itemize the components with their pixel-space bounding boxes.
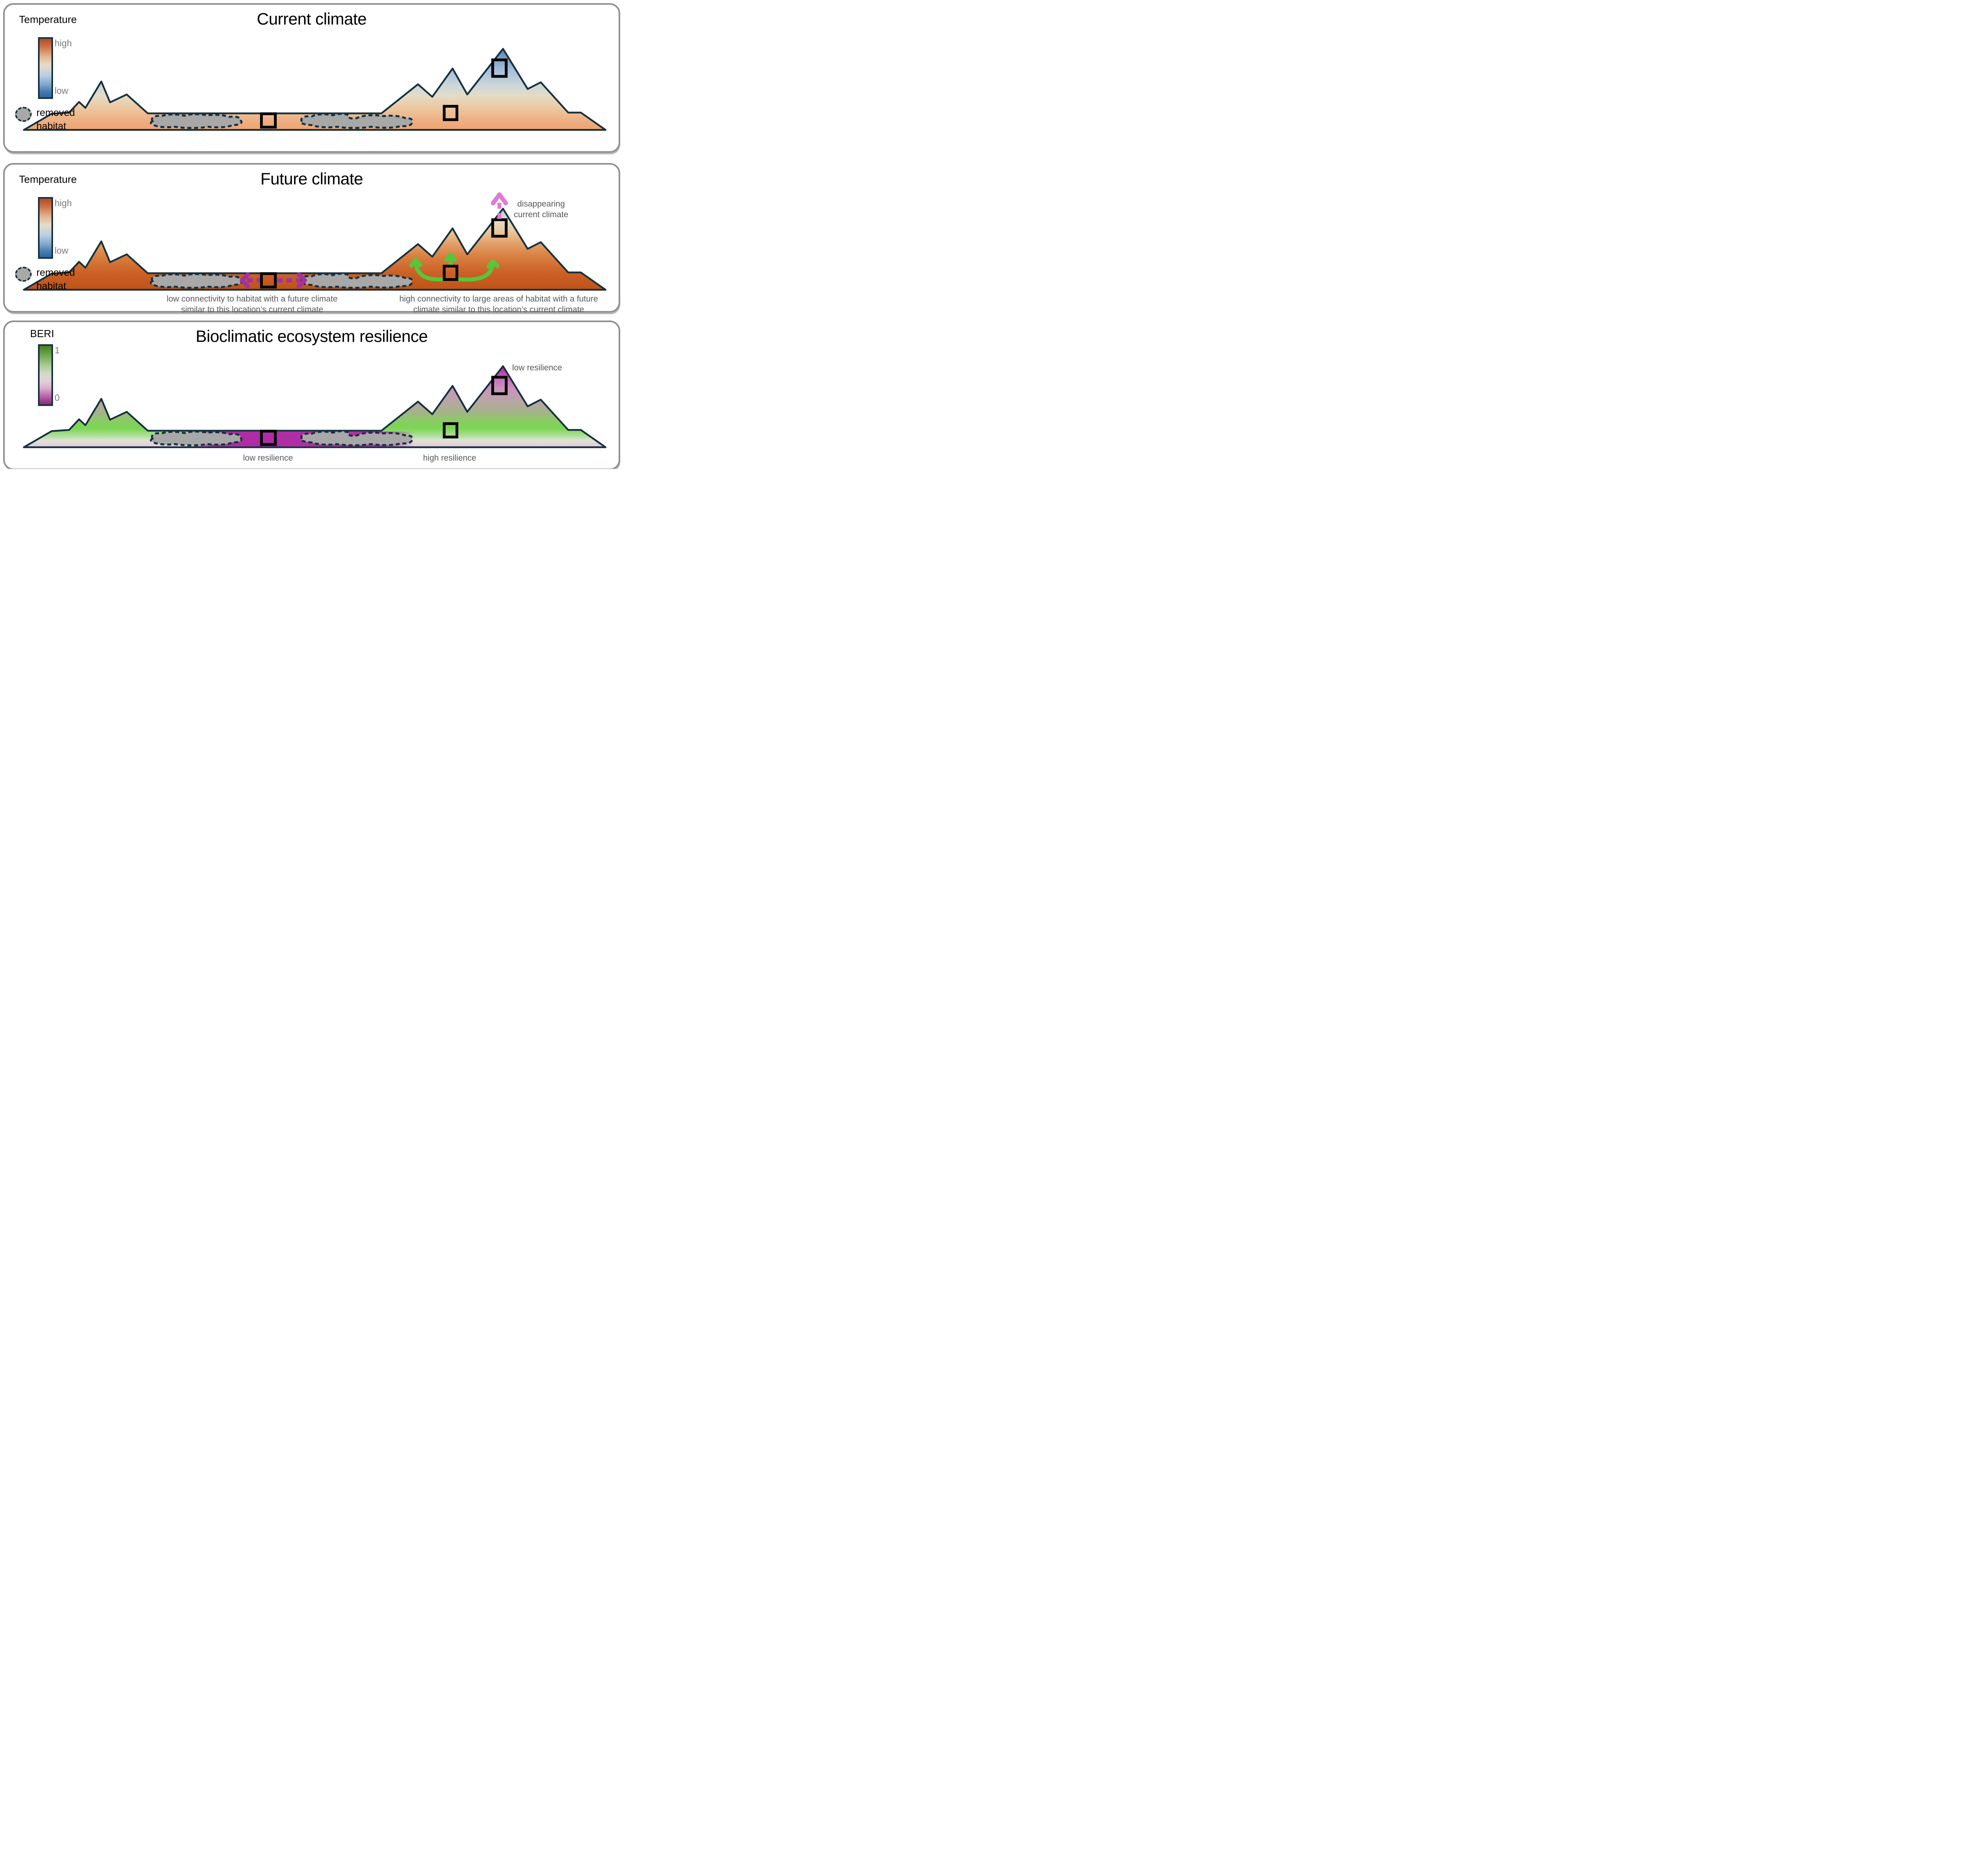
location-marker-summit: [491, 218, 508, 238]
page-title: Current climate: [256, 9, 367, 28]
beri-landscape: [23, 365, 607, 448]
high-resilience-label: high resilience: [423, 453, 477, 463]
figure-canvas: Current climate Temperature high low rem…: [0, 0, 623, 469]
beri-colorbar: [38, 344, 53, 406]
disappearing-line1: disappearing: [517, 199, 565, 209]
location-marker-valley: [260, 272, 277, 288]
temperature-high-label: high: [55, 198, 72, 208]
low-connectivity-line2: similar to this location’s current clima…: [181, 305, 323, 314]
location-marker-foothill: [443, 422, 458, 438]
high-connectivity-line2: climate similar to this location’s curre…: [413, 305, 584, 314]
temperature-colorbar: [38, 197, 53, 259]
mountain-terrain: [23, 365, 607, 448]
low-connectivity-caption: low connectivity to habitat with a futur…: [167, 294, 338, 315]
temperature-legend-title: Temperature: [19, 13, 77, 25]
removed-habitat-blob-left: [150, 431, 243, 446]
temperature-low-label: low: [55, 85, 68, 96]
panel-future-climate: Future climate Temperature high low remo…: [3, 163, 620, 315]
temperature-low-label: low: [55, 245, 68, 256]
removed-habitat-blob-right: [300, 430, 413, 446]
page-title: Future climate: [260, 169, 363, 188]
panel-current-climate: Current climate Temperature high low rem…: [3, 3, 620, 153]
removed-habitat-label-line1: removed: [36, 267, 75, 278]
disappearing-climate-annotation: disappearing current climate: [514, 199, 568, 220]
location-marker-foothill: [443, 105, 458, 121]
removed-habitat-label: removed habitat: [36, 266, 75, 293]
valley-low-resilience-label: low resilience: [243, 453, 293, 463]
high-connectivity-caption: high connectivity to large areas of habi…: [399, 294, 598, 315]
temperature-high-label: high: [55, 38, 72, 48]
removed-habitat-swatch: [15, 267, 32, 282]
mountain-terrain: [23, 208, 607, 291]
beri-max-label: 1: [55, 345, 60, 355]
high-connectivity-arrows-icon: [409, 252, 499, 282]
removed-habitat-blob-left: [150, 113, 243, 129]
location-marker-summit: [491, 58, 508, 78]
removed-habitat-swatch: [15, 107, 32, 122]
temperature-colorbar: [38, 37, 53, 99]
disappearing-climate-arrow-icon: [491, 192, 508, 219]
beri-min-label: 0: [55, 393, 60, 403]
panel-beri: Bioclimatic ecosystem resilience BERI 1 …: [3, 321, 620, 469]
high-connectivity-line1: high connectivity to large areas of habi…: [399, 294, 598, 303]
location-marker-valley: [260, 112, 277, 129]
disappearing-line2: current climate: [514, 210, 568, 219]
removed-habitat-label-line2: habitat: [36, 121, 66, 132]
beri-legend-title: BERI: [30, 328, 54, 340]
low-connectivity-arrow-icon: [239, 272, 307, 288]
location-marker-valley: [260, 430, 277, 446]
location-marker-summit: [491, 376, 508, 395]
removed-habitat-label-line2: habitat: [36, 281, 66, 292]
removed-habitat-blob-right: [300, 273, 413, 289]
temperature-legend-title: Temperature: [19, 173, 77, 185]
removed-habitat-label: removed habitat: [36, 106, 75, 133]
current-climate-landscape: [23, 48, 607, 131]
removed-habitat-label-line1: removed: [36, 107, 75, 118]
low-connectivity-line1: low connectivity to habitat with a futur…: [167, 294, 338, 303]
page-title: Bioclimatic ecosystem resilience: [196, 327, 428, 345]
mountain-terrain: [23, 48, 607, 131]
future-climate-landscape: [23, 192, 607, 291]
location-marker-foothill: [443, 265, 458, 281]
peak-low-resilience-label: low resilience: [512, 363, 562, 372]
removed-habitat-blob-right: [300, 113, 413, 129]
